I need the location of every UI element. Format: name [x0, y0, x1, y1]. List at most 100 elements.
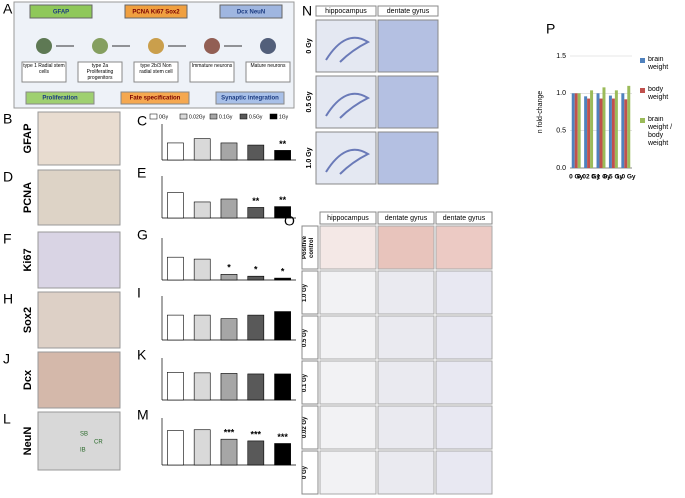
marker-box: [219, 4, 283, 19]
row-label-box: [301, 225, 319, 270]
column-header: hippocampus: [327, 215, 369, 222]
stain-image: [37, 411, 121, 471]
stain-label: NeuN: [22, 427, 34, 456]
marker-label: GFAP: [53, 10, 69, 16]
column-header: dentate gyrus: [385, 215, 428, 222]
stain-image: [37, 111, 121, 166]
y-tick-label: 0.5: [556, 128, 566, 135]
image: [377, 131, 439, 185]
stage-label: Fate specification: [130, 96, 181, 102]
cell-box: [77, 61, 123, 83]
image: [319, 225, 377, 270]
cell-box: [245, 61, 291, 83]
image: [377, 450, 435, 495]
y-axis-title: n fold-change: [537, 91, 544, 134]
bar: [584, 96, 588, 168]
row-label-box: 0.1 Gy: [302, 374, 308, 392]
row-label-box: [301, 270, 319, 315]
bar: [624, 99, 628, 168]
column-header-box: [315, 5, 377, 17]
row-label: 0 Gy: [302, 466, 308, 480]
bar: [167, 430, 184, 466]
row-label-box: Positive control: [302, 236, 315, 259]
row-label: 0.5 Gy: [306, 91, 313, 112]
row-label-box: 0 Gy: [302, 466, 308, 480]
legend-label: body weight: [648, 86, 669, 101]
legend-label: 0.02Gy: [189, 114, 206, 120]
panel-letter: O: [284, 213, 295, 229]
cell-label-box: type 2b/3 Non radial stem cell: [139, 63, 172, 75]
bar: [193, 258, 211, 281]
panel-letter: A: [3, 1, 13, 17]
stain-label: Ki67: [22, 248, 34, 271]
bar: [220, 273, 238, 281]
bar: [167, 256, 184, 281]
column-header: dentate gyrus: [387, 8, 430, 15]
bar: [274, 150, 291, 161]
image: [377, 270, 435, 315]
image: [319, 405, 377, 450]
significance: ***: [277, 432, 288, 442]
image-annotation: SB: [80, 432, 88, 438]
bar: [571, 93, 575, 168]
panel-letter: G: [137, 227, 148, 243]
stain-label: PCNA: [22, 182, 34, 213]
bar: [608, 95, 612, 168]
legend-swatch: [149, 113, 158, 120]
image: [377, 315, 435, 360]
row-label-box: [301, 450, 319, 495]
y-tick-label: 1.5: [556, 53, 566, 60]
cell-icon: [260, 38, 276, 54]
row-label: 1.0 Gy: [306, 147, 313, 168]
bar: [621, 93, 625, 168]
bar: [167, 372, 184, 401]
bar: [167, 314, 184, 341]
column-header: hippocampus: [325, 8, 367, 15]
bar: [274, 373, 291, 401]
cell-box: [21, 61, 67, 83]
image: [377, 360, 435, 405]
row-label: 0.02 Gy: [302, 416, 308, 439]
image: [435, 225, 493, 270]
bar: [274, 206, 291, 219]
column-header: dentate gyrus: [443, 215, 486, 222]
legend-swatch: [269, 113, 278, 120]
panel-letter: P: [546, 21, 555, 37]
significance: *: [227, 263, 231, 273]
row-label-box: 1.0 Gy: [302, 284, 308, 302]
x-tick-label: 0.1 Gy: [591, 174, 611, 181]
legend-swatch: [640, 58, 645, 63]
hippocampus-outline: [325, 36, 371, 63]
cell-label: Mature neurons: [250, 63, 286, 69]
bar: [193, 429, 211, 466]
cell-icon: [92, 38, 108, 54]
row-label-box: [301, 360, 319, 405]
bar: [274, 277, 291, 281]
y-tick-label: 1.0: [556, 90, 566, 97]
stain-image: [37, 231, 121, 289]
stain-label: GFAP: [22, 124, 34, 154]
image: [319, 450, 377, 495]
column-header-box: [377, 211, 435, 225]
significance: ***: [251, 429, 262, 439]
panel-letter: F: [3, 231, 12, 247]
image: [435, 405, 493, 450]
marker-label: Dcx NeuN: [237, 10, 265, 16]
image: [435, 315, 493, 360]
legend-label-box: brain weight / body weight: [648, 116, 672, 146]
significance: **: [279, 139, 287, 149]
y-tick-label: 0.0: [556, 165, 566, 172]
legend-label: 0.1Gy: [219, 114, 233, 120]
x-tick-label: 0 Gy: [569, 174, 583, 181]
bar: [614, 90, 618, 168]
panel-letter: B: [3, 111, 12, 127]
bar: [577, 93, 581, 168]
stain-image: [37, 169, 121, 226]
significance: **: [252, 196, 260, 206]
cell-label-box: Mature neurons: [250, 63, 286, 69]
bar: [596, 93, 600, 168]
panel-letter: J: [3, 351, 10, 367]
image: [377, 19, 439, 73]
bar: [247, 440, 265, 466]
column-header-box: [377, 5, 439, 17]
